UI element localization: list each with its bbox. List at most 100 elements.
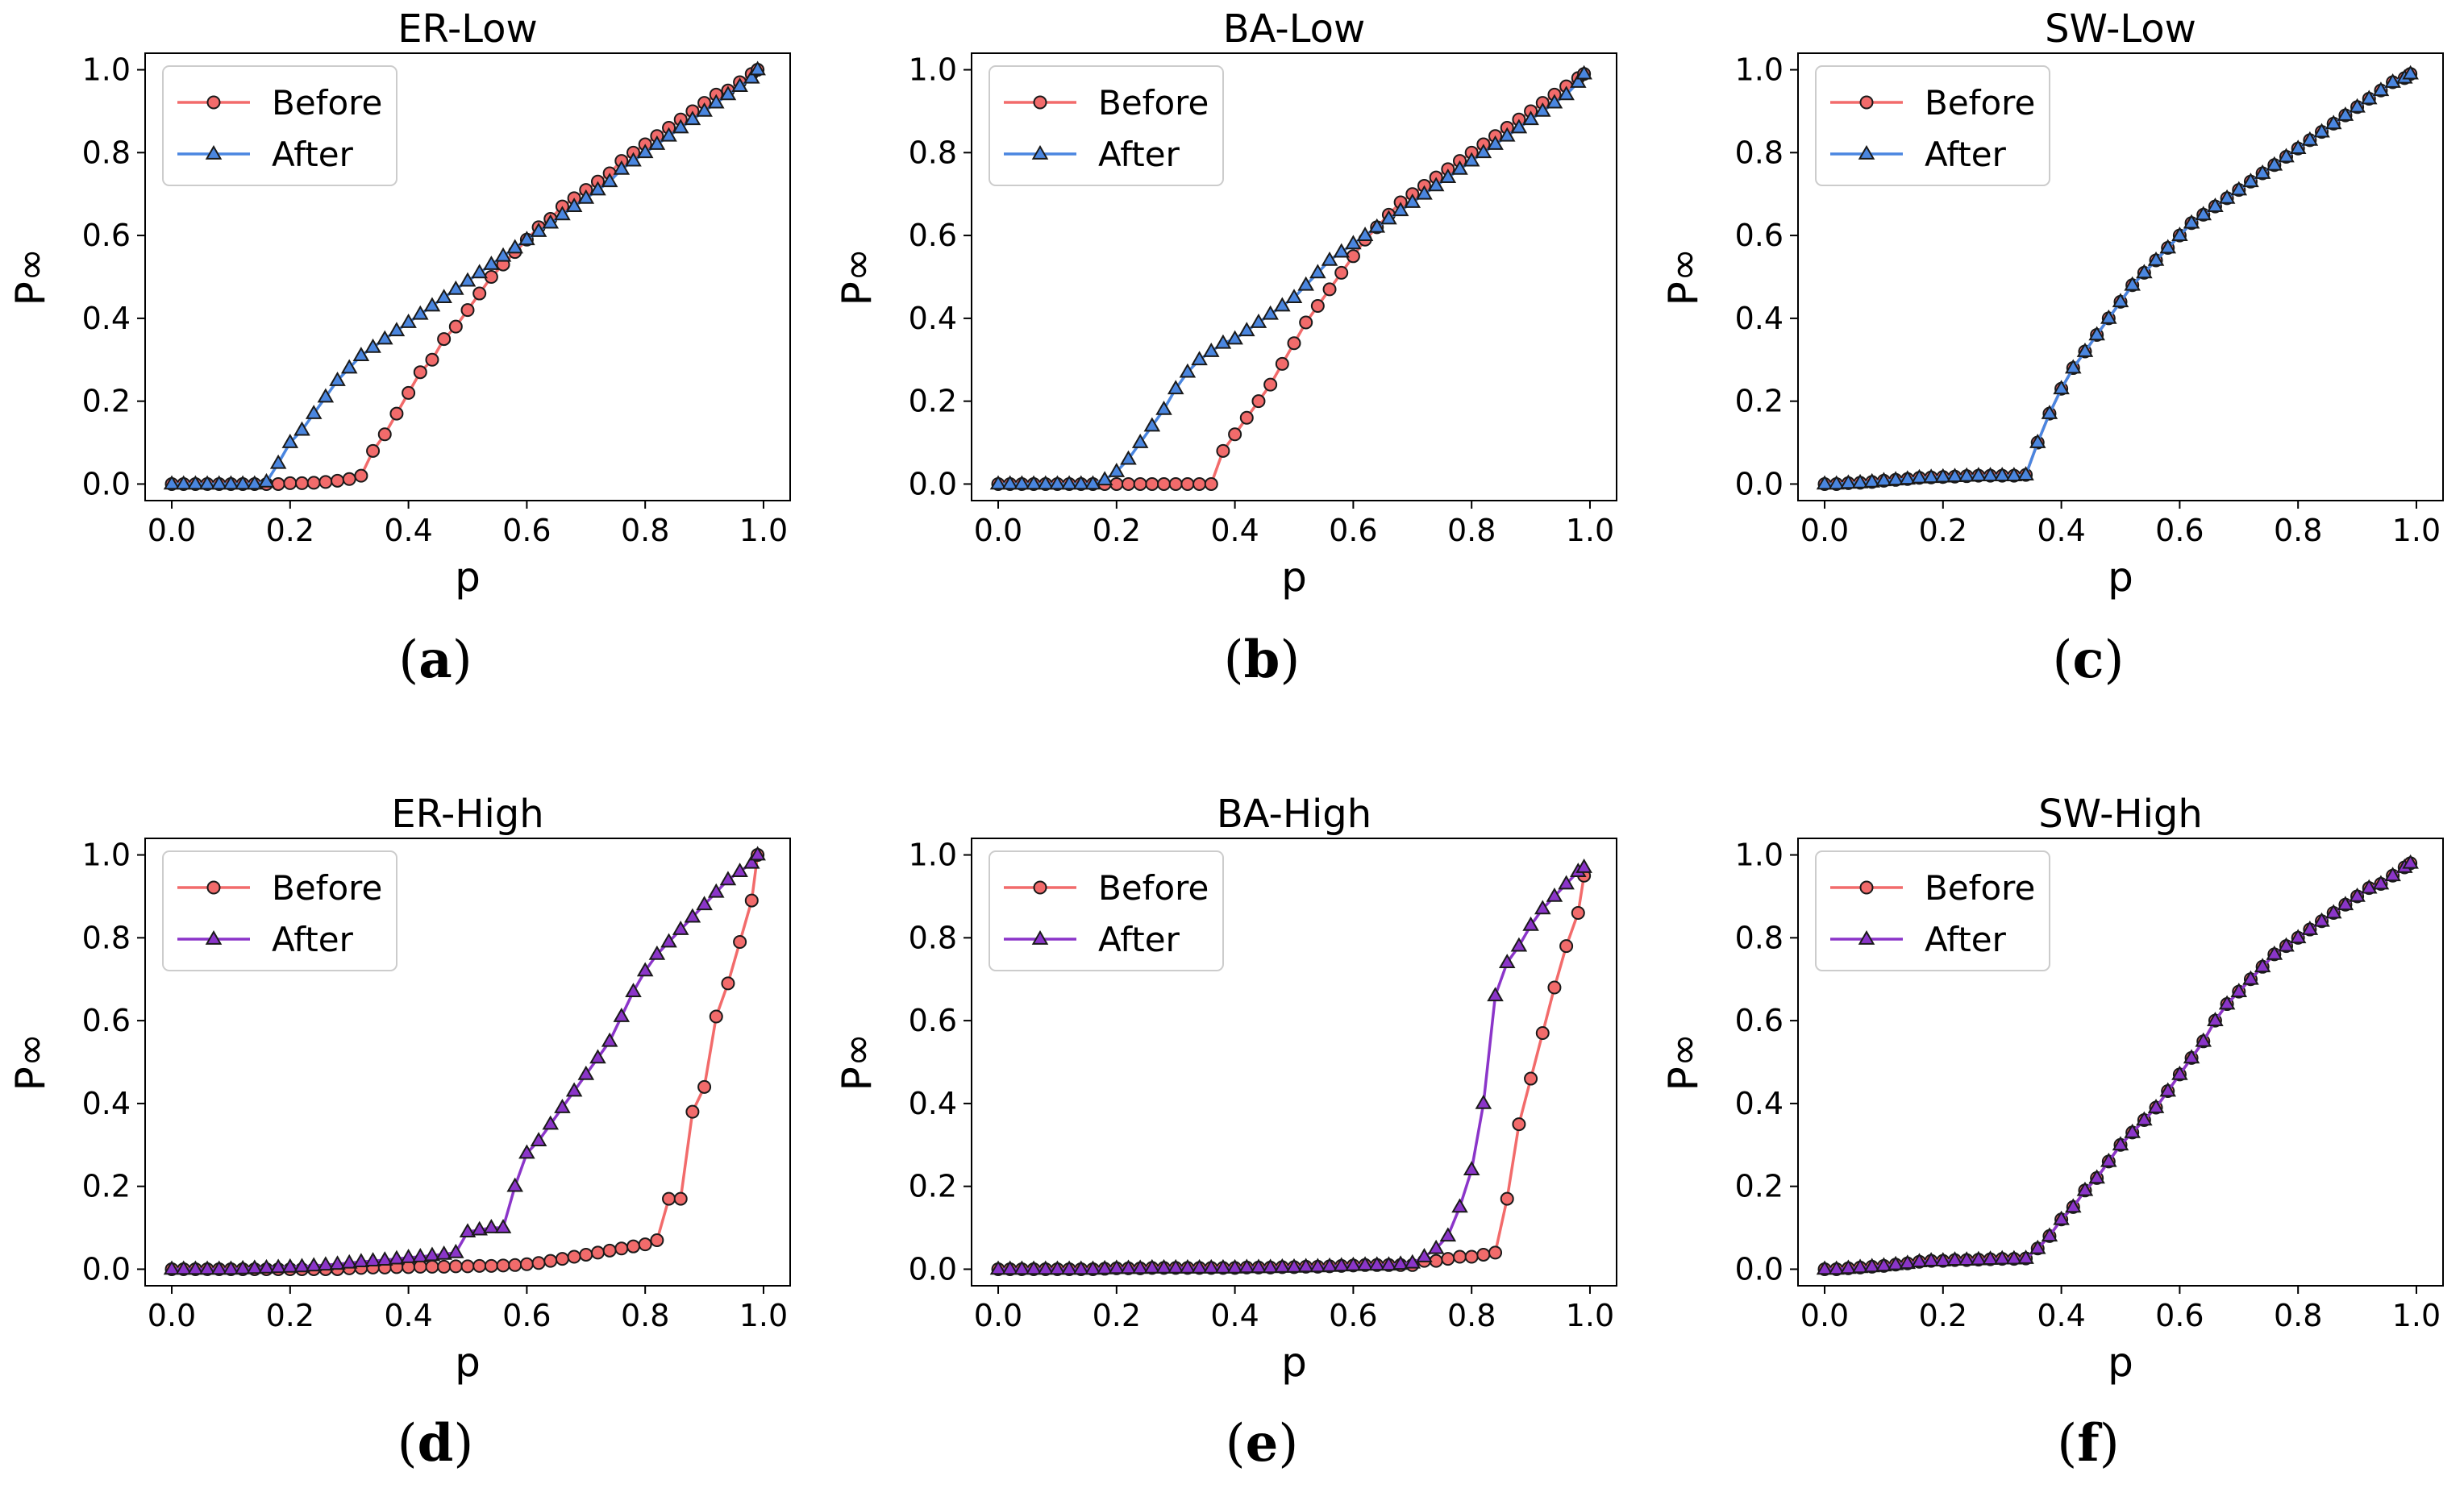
data-point xyxy=(459,1223,477,1238)
data-point xyxy=(542,214,560,229)
data-point xyxy=(423,297,441,312)
data-point xyxy=(1143,1258,1161,1274)
data-point xyxy=(1238,322,1255,337)
x-tick-label: 0.8 xyxy=(2274,1298,2322,1333)
data-point xyxy=(1451,160,1468,175)
data-point xyxy=(2384,867,2401,882)
data-point xyxy=(1168,476,1183,491)
data-point xyxy=(1958,467,1975,482)
legend: Before After xyxy=(1815,65,2050,186)
data-point xyxy=(1887,471,1904,486)
panel-caption: (a) xyxy=(398,630,472,690)
data-point xyxy=(187,1260,204,1275)
y-tick-label: 0.6 xyxy=(909,218,957,253)
legend-marker xyxy=(1858,929,1875,945)
data-point xyxy=(175,475,192,490)
data-point xyxy=(2029,434,2046,448)
data-point xyxy=(1475,143,1492,159)
data-point xyxy=(2088,326,2105,341)
data-point xyxy=(2337,106,2354,121)
legend-frame xyxy=(1815,65,2050,186)
data-point xyxy=(1049,475,1066,490)
data-point xyxy=(2218,189,2236,204)
y-tick-label: 0.8 xyxy=(909,920,957,955)
data-point xyxy=(731,863,748,877)
data-point xyxy=(447,1243,464,1258)
data-point xyxy=(2289,929,2307,944)
data-point xyxy=(2183,214,2200,229)
panel-caption: (b) xyxy=(1224,630,1301,690)
data-point xyxy=(1522,916,1539,931)
data-point xyxy=(577,1065,595,1080)
data-point xyxy=(329,1255,346,1270)
data-point xyxy=(1333,243,1350,258)
legend-label: After xyxy=(272,920,354,959)
data-point xyxy=(331,473,345,488)
y-tick-label: 0.2 xyxy=(1735,384,1783,419)
data-point xyxy=(1464,1249,1479,1264)
data-point xyxy=(1575,858,1592,873)
data-point xyxy=(342,472,356,486)
data-point xyxy=(1155,400,1172,415)
data-point xyxy=(1001,475,1018,490)
data-point xyxy=(1263,377,1278,392)
panel-caption: (d) xyxy=(397,1413,474,1474)
data-point xyxy=(733,934,747,949)
data-point xyxy=(340,359,358,374)
data-point xyxy=(2278,148,2295,163)
legend-marker xyxy=(1859,95,1874,110)
data-point xyxy=(329,371,346,386)
legend-label: Before xyxy=(1098,83,1209,123)
data-point xyxy=(1982,1250,1999,1265)
data-point xyxy=(1191,1258,1208,1274)
data-point xyxy=(1899,470,1917,485)
data-point xyxy=(648,135,666,150)
panel-f: SW-High 0.0 0.2 0.4 0.6 0.8 1.0 0.0 0.2 0.4 0.6 0.8… xyxy=(1660,792,2444,1474)
data-point xyxy=(626,1239,641,1254)
data-point xyxy=(1214,334,1232,349)
data-point xyxy=(246,475,264,490)
data-point xyxy=(281,434,299,448)
data-point xyxy=(2230,181,2248,196)
data-point xyxy=(318,475,333,489)
data-point xyxy=(1863,1258,1881,1273)
y-tick-label: 0.4 xyxy=(82,1086,131,1121)
data-point xyxy=(483,1219,500,1233)
data-point xyxy=(2136,1111,2153,1126)
data-point xyxy=(2065,359,2082,374)
data-point xyxy=(1262,1258,1279,1274)
data-point xyxy=(1524,1071,1538,1086)
data-point xyxy=(506,1177,523,1192)
data-point xyxy=(1934,468,1952,483)
y-tick-label: 0.2 xyxy=(82,384,131,419)
data-point xyxy=(2207,1012,2224,1026)
y-tick-label: 0.6 xyxy=(82,1003,131,1038)
data-point xyxy=(2065,1198,2082,1213)
data-point xyxy=(1439,1227,1457,1242)
y-tick-label: 0.0 xyxy=(909,466,957,501)
x-tick-label: 0.2 xyxy=(1919,1298,1967,1333)
data-point xyxy=(601,1032,618,1047)
y-tick-label: 0.4 xyxy=(1735,1086,1783,1121)
data-point xyxy=(1145,476,1159,491)
y-axis-label: P∞ xyxy=(834,248,880,306)
data-point xyxy=(1133,476,1147,491)
x-axis-label: p xyxy=(1281,1339,1307,1386)
data-point xyxy=(1404,1254,1421,1269)
data-point xyxy=(696,102,713,117)
data-point xyxy=(1911,1253,1928,1268)
data-point xyxy=(258,472,275,488)
data-point xyxy=(1121,476,1135,491)
data-point xyxy=(743,69,760,84)
data-point xyxy=(1109,476,1124,491)
data-point xyxy=(2325,114,2342,130)
data-point xyxy=(2171,227,2188,241)
data-point xyxy=(1380,210,1397,225)
x-tick-label: 1.0 xyxy=(1566,1298,1614,1333)
data-point xyxy=(2147,1099,2165,1113)
data-point xyxy=(636,143,654,159)
data-point xyxy=(2372,81,2390,97)
x-tick-label: 0.0 xyxy=(974,1298,1022,1333)
data-point xyxy=(435,1245,452,1260)
data-point xyxy=(1262,305,1279,320)
